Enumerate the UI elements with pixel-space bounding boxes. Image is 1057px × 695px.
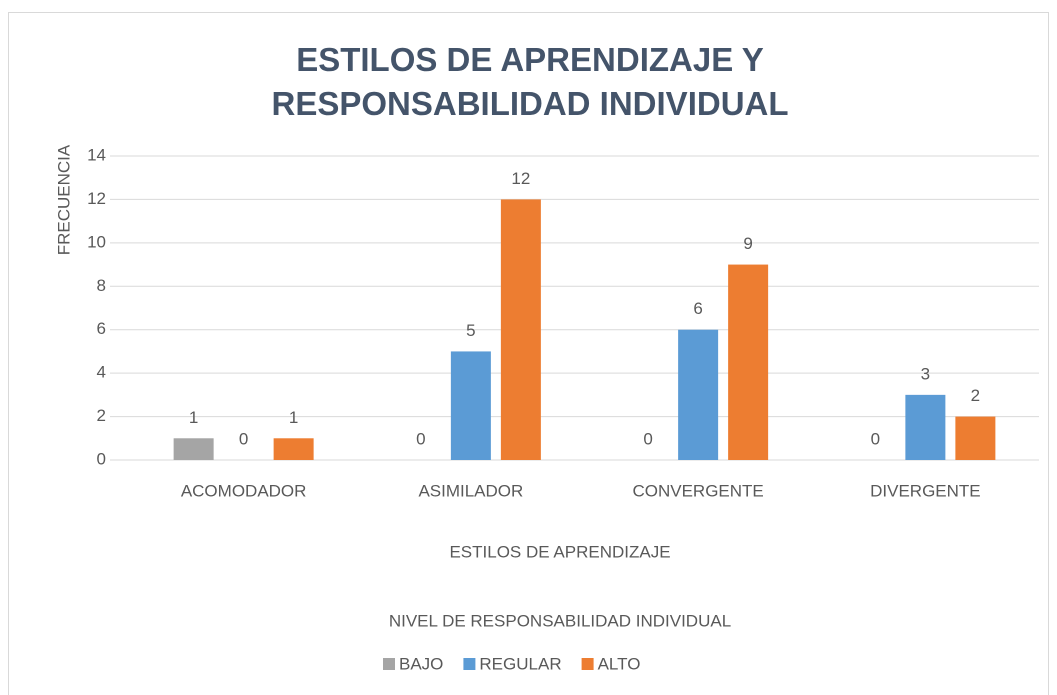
y-tick-label: 2: [97, 406, 106, 425]
data-label: 9: [743, 234, 752, 253]
y-tick-label: 0: [97, 449, 106, 468]
y-axis-label: FRECUENCIA: [54, 144, 73, 255]
data-label: 1: [189, 408, 198, 427]
data-label: 0: [643, 429, 652, 448]
bar: [905, 394, 946, 460]
bar: [500, 199, 541, 460]
chart-border: [8, 12, 1049, 695]
x-axis-label: ESTILOS DE APRENDIZAJE: [449, 542, 670, 561]
y-tick-label: 6: [97, 319, 106, 338]
legend-label: ALTO: [598, 654, 641, 673]
data-label: 2: [971, 386, 980, 405]
data-label: 3: [921, 364, 930, 383]
x-tick-label: ACOMODADOR: [181, 481, 307, 500]
data-label: 0: [239, 429, 248, 448]
data-label: 6: [693, 299, 702, 318]
legend-title: NIVEL DE RESPONSABILIDAD INDIVIDUAL: [389, 611, 731, 630]
bar: [678, 329, 719, 460]
x-tick-label: DIVERGENTE: [870, 481, 981, 500]
y-tick-label: 12: [87, 189, 106, 208]
bar: [955, 416, 996, 460]
y-tick-label: 14: [87, 145, 106, 164]
y-tick-label: 4: [97, 363, 106, 382]
data-label: 1: [289, 408, 298, 427]
y-tick-label: 10: [87, 232, 106, 251]
legend-swatch: [581, 658, 594, 670]
data-label: 0: [416, 429, 425, 448]
legend-swatch: [463, 658, 476, 670]
data-label: 5: [466, 321, 475, 340]
x-tick-label: CONVERGENTE: [632, 481, 763, 500]
bar: [273, 438, 314, 460]
bar: [173, 438, 214, 460]
data-label: 0: [871, 429, 880, 448]
legend-swatch: [383, 658, 395, 670]
data-label: 12: [511, 169, 530, 188]
y-tick-label: 8: [97, 276, 106, 295]
legend-label: BAJO: [399, 654, 443, 673]
bar: [728, 264, 769, 460]
chart-title: ESTILOS DE APRENDIZAJE Y RESPONSABILIDAD…: [271, 41, 789, 122]
x-tick-label: ASIMILADOR: [418, 481, 523, 500]
bar: [450, 351, 491, 460]
legend-label: REGULAR: [479, 654, 561, 673]
